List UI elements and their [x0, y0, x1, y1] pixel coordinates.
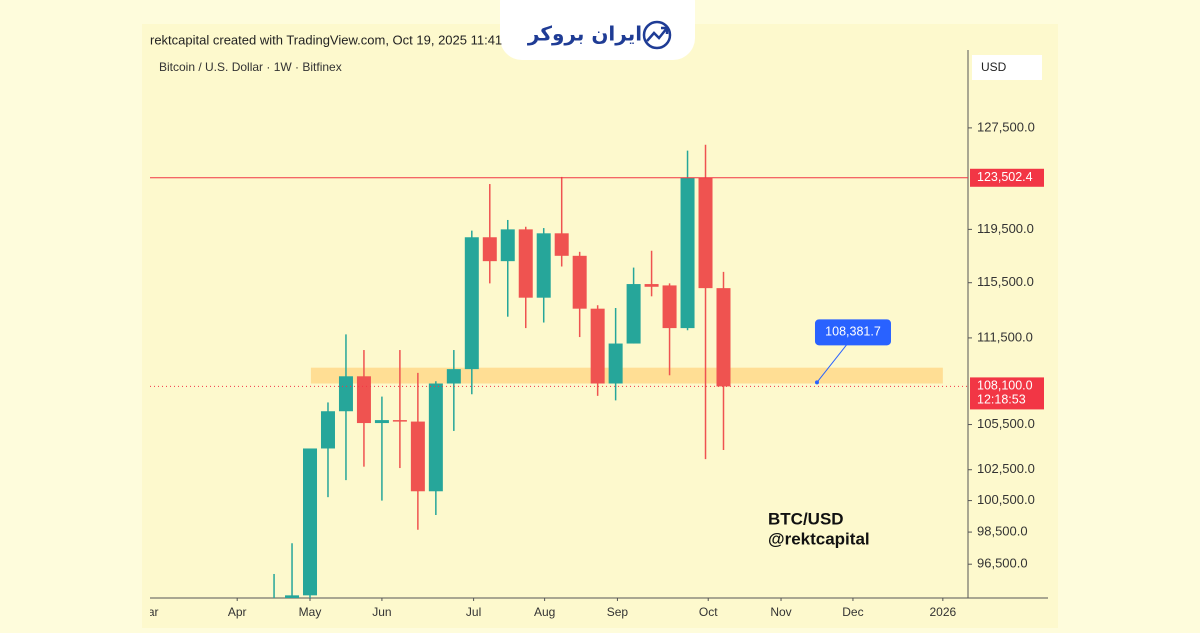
x-tick-label: Apr: [228, 605, 247, 619]
candle-body: [338, 376, 353, 412]
y-axis-label: USD: [981, 60, 1007, 74]
y-tick-label: 96,500.0: [977, 556, 1028, 571]
chart-title: Bitcoin / U.S. Dollar · 1W · Bitfinex: [159, 60, 342, 74]
candle-body: [680, 177, 695, 329]
candle-body: [662, 285, 677, 329]
watermark: rektcapital created with TradingView.com…: [150, 32, 502, 47]
x-tick-label: Jul: [466, 605, 481, 619]
price-label-box: [970, 377, 1044, 410]
candle-body: [572, 255, 587, 309]
candle-body: [590, 308, 605, 384]
candle-body: [374, 420, 389, 424]
x-tick-label: 2026: [929, 605, 956, 619]
callout-line: [816, 344, 848, 383]
y-tick-label: 105,500.0: [977, 416, 1035, 431]
currency-box: [972, 55, 1042, 80]
x-tick-label: Dec: [842, 605, 863, 619]
price-timer: 12:18:53: [977, 393, 1026, 407]
price-label: 123,502.4: [977, 170, 1033, 184]
logo-text: ایران بروکر: [527, 22, 642, 46]
candle-body: [356, 376, 371, 424]
y-tick-label: 98,500.0: [977, 524, 1028, 539]
support-zone: [310, 367, 943, 384]
candle-body: [500, 229, 515, 262]
candle-body: [428, 383, 443, 492]
y-tick-label: 119,500.0: [977, 221, 1034, 236]
logo-badge: [500, 0, 695, 60]
x-tick-label: Sep: [607, 605, 629, 619]
candle-body: [464, 237, 479, 370]
x-axis: Mar Apr May Jun Jul Aug Sep Oct Nov Dec 2026: [138, 598, 957, 619]
y-tick-label: 102,500.0: [977, 461, 1035, 476]
callout-point: [814, 380, 819, 385]
candle-body: [698, 177, 713, 289]
x-tick-label: Oct: [699, 605, 718, 619]
y-tick-label: 111,500.0: [977, 329, 1033, 344]
candle-body: [320, 411, 335, 449]
x-tick-label: May: [299, 605, 322, 619]
y-tick-label: 100,500.0: [977, 492, 1035, 507]
x-tick-label: Aug: [534, 605, 555, 619]
price-label-box: [970, 168, 1044, 187]
logo-icon: [642, 20, 672, 50]
annotation: BTC/USD: [768, 509, 844, 528]
candle-body: [716, 288, 731, 387]
x-tick-label: Nov: [770, 605, 791, 619]
candle-body: [554, 233, 569, 256]
y-tick-label: 115,500.0: [977, 274, 1034, 289]
candle-body: [410, 421, 425, 492]
candle-body: [285, 595, 300, 598]
y-tick-label: 127,500.0: [977, 119, 1035, 134]
callout-box: [814, 319, 891, 346]
candle-body: [392, 420, 407, 422]
candle-body: [644, 284, 659, 287]
plot-area: [150, 144, 968, 598]
x-tick-label: Jun: [372, 605, 391, 619]
callout-label: 108,381.7: [825, 325, 881, 339]
candle-body: [518, 229, 533, 298]
x-tick-label: Mar: [138, 605, 159, 619]
candle-body: [626, 284, 641, 344]
candle-body: [536, 233, 551, 298]
annotation: @rektcapital: [768, 529, 870, 548]
candle-body: [446, 369, 461, 384]
candle-body: [482, 237, 497, 262]
candle-body: [303, 448, 318, 596]
overlay: 127,500.0 119,500.0 115,500.0 111,500.0 105,…: [814, 119, 1044, 571]
candle-body: [608, 343, 623, 384]
price-label: 108,100.0: [977, 379, 1033, 393]
